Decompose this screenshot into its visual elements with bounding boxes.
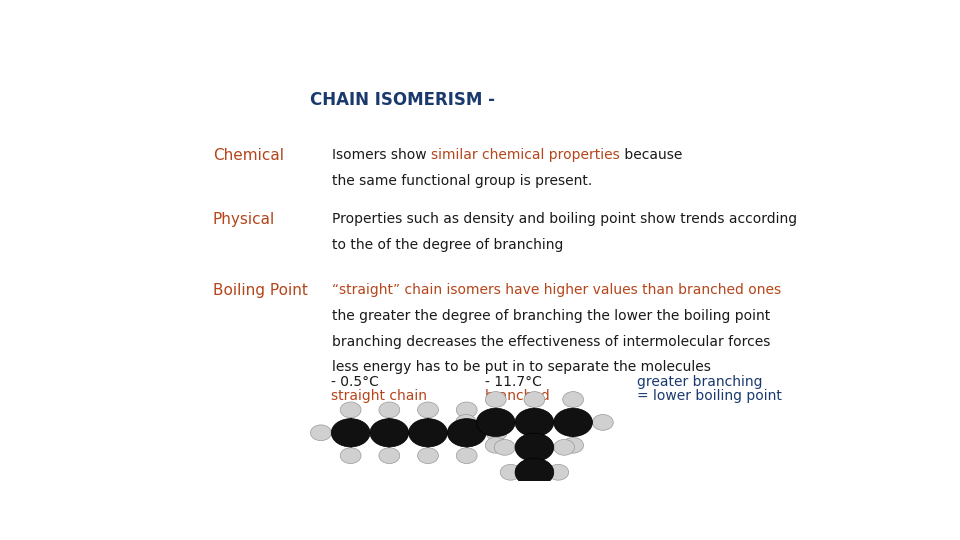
Text: - 0.5°C: - 0.5°C [331,375,379,389]
Ellipse shape [592,415,613,430]
Ellipse shape [310,425,331,441]
Ellipse shape [554,408,592,436]
Ellipse shape [486,392,506,407]
Ellipse shape [418,402,439,418]
Text: the same functional group is present.: the same functional group is present. [332,174,592,188]
Ellipse shape [486,425,507,441]
Text: to the of the degree of branching: to the of the degree of branching [332,238,564,252]
Text: greater branching: greater branching [637,375,762,389]
Text: - 11.7°C: - 11.7°C [485,375,541,389]
Text: Properties such as density and boiling point show trends according: Properties such as density and boiling p… [332,212,797,226]
Ellipse shape [456,415,476,430]
Ellipse shape [500,464,521,480]
Ellipse shape [554,440,575,455]
Ellipse shape [456,402,477,418]
Ellipse shape [379,448,399,463]
Ellipse shape [418,448,439,463]
Text: branched: branched [485,389,550,403]
Ellipse shape [494,440,516,455]
Ellipse shape [563,437,584,453]
Text: branching decreases the effectiveness of intermolecular forces: branching decreases the effectiveness of… [332,335,771,349]
Ellipse shape [340,448,361,463]
Text: less energy has to be put in to separate the molecules: less energy has to be put in to separate… [332,360,711,374]
Ellipse shape [370,418,409,447]
Ellipse shape [340,402,361,418]
Text: = lower boiling point: = lower boiling point [637,389,782,403]
Ellipse shape [409,418,447,447]
Text: the greater the degree of branching the lower the boiling point: the greater the degree of branching the … [332,309,770,323]
Text: Isomers show: Isomers show [332,148,431,162]
Text: CHAIN ISOMERISM -: CHAIN ISOMERISM - [310,91,494,109]
Ellipse shape [516,408,554,436]
Ellipse shape [516,433,554,462]
Ellipse shape [447,418,486,447]
Text: Physical: Physical [213,212,276,227]
Ellipse shape [524,487,545,503]
Text: similar chemical properties: similar chemical properties [431,148,620,162]
Ellipse shape [331,418,370,447]
Ellipse shape [476,408,516,436]
Ellipse shape [486,437,506,453]
Ellipse shape [563,392,584,407]
Ellipse shape [516,458,554,487]
Ellipse shape [548,464,568,480]
Text: Chemical: Chemical [213,148,284,163]
Text: straight chain: straight chain [331,389,427,403]
Text: because: because [620,148,683,162]
Text: Boiling Point: Boiling Point [213,283,308,298]
Ellipse shape [524,392,545,407]
Ellipse shape [456,448,477,463]
Text: “straight” chain isomers have higher values than branched ones: “straight” chain isomers have higher val… [332,283,781,297]
Ellipse shape [379,402,399,418]
